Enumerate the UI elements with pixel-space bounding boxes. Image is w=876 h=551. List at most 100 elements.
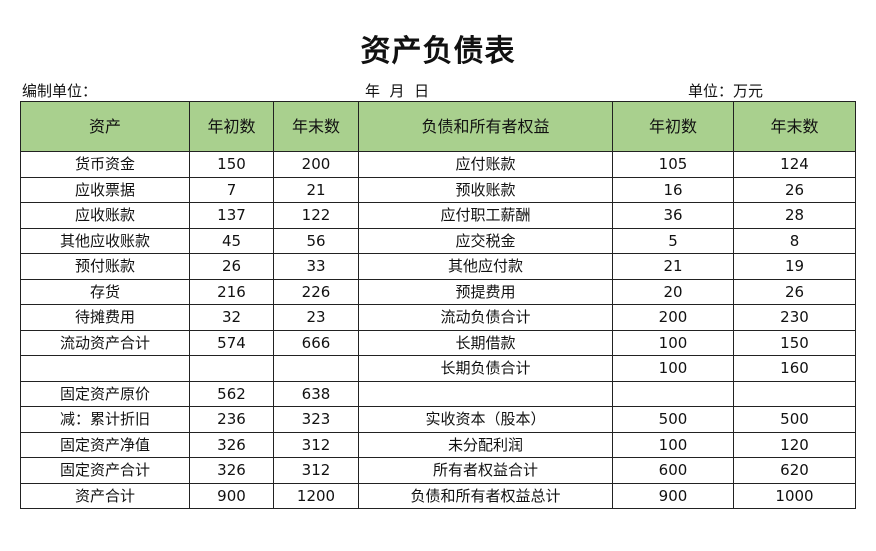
cell-liability-begin: 21 bbox=[612, 253, 734, 280]
cell-liability: 预提费用 bbox=[358, 278, 613, 305]
cell-asset: 货币资金 bbox=[20, 151, 190, 178]
cell-liability-end: 26 bbox=[733, 176, 856, 203]
cell-asset: 应收票据 bbox=[20, 176, 190, 203]
cell-liability-begin: 900 bbox=[612, 482, 734, 509]
cell-liability-end: 160 bbox=[733, 355, 856, 382]
cell-asset: 待摊费用 bbox=[20, 304, 190, 331]
table-row: 资产合计 900 1200 负债和所有者权益总计 900 1000 bbox=[20, 482, 856, 509]
cell-liability-begin bbox=[612, 380, 734, 407]
column-header-liability-begin: 年初数 bbox=[612, 101, 734, 152]
cell-asset: 其他应收账款 bbox=[20, 227, 190, 254]
cell-liability-begin: 100 bbox=[612, 329, 734, 356]
cell-asset-end: 312 bbox=[273, 457, 359, 484]
cell-asset bbox=[20, 355, 190, 382]
cell-liability-end: 8 bbox=[733, 227, 856, 254]
cell-asset-end: 323 bbox=[273, 406, 359, 433]
cell-liability-begin: 600 bbox=[612, 457, 734, 484]
cell-asset-end: 312 bbox=[273, 431, 359, 458]
cell-liability: 长期借款 bbox=[358, 329, 613, 356]
cell-liability-begin: 16 bbox=[612, 176, 734, 203]
table-row: 应收票据 7 21 预收账款 16 26 bbox=[20, 176, 856, 203]
cell-asset: 固定资产净值 bbox=[20, 431, 190, 458]
table-row: 其他应收账款 45 56 应交税金 5 8 bbox=[20, 227, 856, 254]
table-row: 存货 216 226 预提费用 20 26 bbox=[20, 278, 856, 305]
cell-liability: 预收账款 bbox=[358, 176, 613, 203]
cell-liability: 负债和所有者权益总计 bbox=[358, 482, 613, 509]
balance-sheet-table: 资产 年初数 年末数 负债和所有者权益 年初数 年末数 货币资金 150 200 应付账款 105… bbox=[20, 101, 856, 509]
table-row: 长期负债合计 100 160 bbox=[20, 355, 856, 382]
cell-asset-begin: 32 bbox=[189, 304, 274, 331]
cell-liability-begin: 105 bbox=[612, 151, 734, 178]
cell-asset-begin: 26 bbox=[189, 253, 274, 280]
cell-liability-end: 124 bbox=[733, 151, 856, 178]
cell-liability-end: 230 bbox=[733, 304, 856, 331]
cell-liability: 所有者权益合计 bbox=[358, 457, 613, 484]
cell-liability-begin: 36 bbox=[612, 202, 734, 229]
cell-liability-begin: 500 bbox=[612, 406, 734, 433]
cell-asset: 存货 bbox=[20, 278, 190, 305]
table-row: 预付账款 26 33 其他应付款 21 19 bbox=[20, 253, 856, 280]
cell-liability: 应交税金 bbox=[358, 227, 613, 254]
cell-asset: 应收账款 bbox=[20, 202, 190, 229]
cell-asset-end bbox=[273, 355, 359, 382]
cell-liability-end: 150 bbox=[733, 329, 856, 356]
cell-asset: 固定资产合计 bbox=[20, 457, 190, 484]
cell-liability-begin: 200 bbox=[612, 304, 734, 331]
cell-asset-end: 56 bbox=[273, 227, 359, 254]
cell-liability-end: 28 bbox=[733, 202, 856, 229]
table-row: 减：累计折旧 236 323 实收资本（股本） 500 500 bbox=[20, 406, 856, 433]
column-header-asset-begin: 年初数 bbox=[189, 101, 274, 152]
table-row: 固定资产原价 562 638 bbox=[20, 380, 856, 407]
cell-asset-begin: 45 bbox=[189, 227, 274, 254]
cell-asset-end: 200 bbox=[273, 151, 359, 178]
cell-liability: 应付职工薪酬 bbox=[358, 202, 613, 229]
cell-liability-begin: 100 bbox=[612, 431, 734, 458]
date-label: 年 月 日 bbox=[365, 82, 430, 100]
cell-liability bbox=[358, 380, 613, 407]
cell-asset-end: 122 bbox=[273, 202, 359, 229]
cell-liability: 流动负债合计 bbox=[358, 304, 613, 331]
cell-asset-begin: 236 bbox=[189, 406, 274, 433]
cell-asset: 流动资产合计 bbox=[20, 329, 190, 356]
cell-asset-begin: 137 bbox=[189, 202, 274, 229]
cell-asset-end: 638 bbox=[273, 380, 359, 407]
cell-asset-begin: 216 bbox=[189, 278, 274, 305]
cell-asset-begin: 900 bbox=[189, 482, 274, 509]
cell-liability: 实收资本（股本） bbox=[358, 406, 613, 433]
cell-asset-end: 21 bbox=[273, 176, 359, 203]
column-header-asset-end: 年末数 bbox=[273, 101, 359, 152]
cell-asset: 资产合计 bbox=[20, 482, 190, 509]
table-row: 固定资产净值 326 312 未分配利润 100 120 bbox=[20, 431, 856, 458]
cell-asset-end: 1200 bbox=[273, 482, 359, 509]
cell-asset: 预付账款 bbox=[20, 253, 190, 280]
cell-liability: 未分配利润 bbox=[358, 431, 613, 458]
cell-liability-end: 500 bbox=[733, 406, 856, 433]
cell-liability: 长期负债合计 bbox=[358, 355, 613, 382]
table-row: 流动资产合计 574 666 长期借款 100 150 bbox=[20, 329, 856, 356]
cell-liability: 其他应付款 bbox=[358, 253, 613, 280]
cell-asset-begin: 326 bbox=[189, 431, 274, 458]
cell-asset-end: 226 bbox=[273, 278, 359, 305]
cell-asset-end: 23 bbox=[273, 304, 359, 331]
table-row: 固定资产合计 326 312 所有者权益合计 600 620 bbox=[20, 457, 856, 484]
cell-asset-end: 666 bbox=[273, 329, 359, 356]
column-header-liability-end: 年末数 bbox=[733, 101, 856, 152]
cell-liability-end: 620 bbox=[733, 457, 856, 484]
table-row: 货币资金 150 200 应付账款 105 124 bbox=[20, 151, 856, 178]
table-row: 应收账款 137 122 应付职工薪酬 36 28 bbox=[20, 202, 856, 229]
cell-asset-end: 33 bbox=[273, 253, 359, 280]
org-label: 编制单位： bbox=[22, 82, 98, 100]
column-header-liability: 负债和所有者权益 bbox=[358, 101, 613, 152]
cell-asset: 减：累计折旧 bbox=[20, 406, 190, 433]
cell-liability-begin: 100 bbox=[612, 355, 734, 382]
unit-label: 单位：万元 bbox=[688, 82, 764, 100]
cell-asset-begin: 574 bbox=[189, 329, 274, 356]
cell-liability-begin: 20 bbox=[612, 278, 734, 305]
cell-liability-begin: 5 bbox=[612, 227, 734, 254]
cell-liability-end bbox=[733, 380, 856, 407]
cell-asset-begin bbox=[189, 355, 274, 382]
cell-liability-end: 120 bbox=[733, 431, 856, 458]
cell-asset-begin: 150 bbox=[189, 151, 274, 178]
cell-liability-end: 19 bbox=[733, 253, 856, 280]
page-title: 资产负债表 bbox=[360, 34, 516, 69]
